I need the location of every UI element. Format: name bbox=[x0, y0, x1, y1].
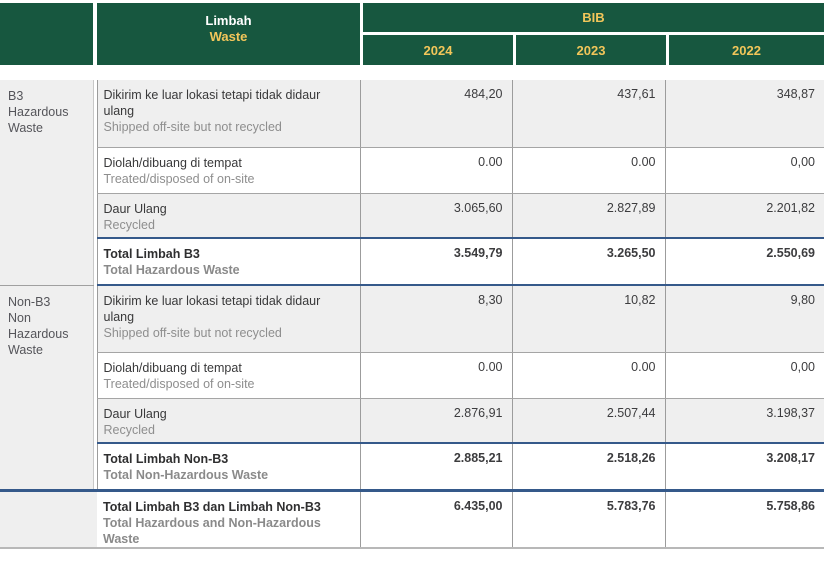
header-year-2022: 2022 bbox=[669, 35, 824, 65]
header-year-2024: 2024 bbox=[363, 35, 513, 65]
value-2023: 0.00 bbox=[511, 147, 665, 194]
value-2024: 0.00 bbox=[359, 147, 512, 194]
value-2022: 2.550,69 bbox=[664, 238, 824, 286]
row-label-cell: Total Limbah B3 dan Limbah Non-B3 Total … bbox=[97, 488, 360, 549]
category-cell-non-b3: Non-B3 Non Hazardous Waste bbox=[0, 285, 94, 490]
value-2023: 5.783,76 bbox=[511, 488, 665, 549]
value-2023: 2.827,89 bbox=[511, 193, 665, 239]
row-label-cell: Diolah/dibuang di tempat Treated/dispose… bbox=[96, 147, 360, 194]
value-2022: 348,87 bbox=[664, 80, 824, 148]
table-header: Limbah Waste BIB 2024 2023 2022 bbox=[0, 3, 824, 65]
value-2024: 3.065,60 bbox=[359, 193, 512, 239]
table-row: Diolah/dibuang di tempat Treated/dispose… bbox=[0, 352, 824, 399]
category-id-label: Non-B3 bbox=[8, 294, 51, 309]
table-row: Non-B3 Non Hazardous Waste Dikirim ke lu… bbox=[0, 285, 824, 490]
value-2023: 0.00 bbox=[511, 352, 665, 399]
value-2022: 0,00 bbox=[664, 352, 824, 399]
row-label-cell: Dikirim ke luar lokasi tetapi tidak dida… bbox=[96, 80, 360, 148]
value-2022: 2.201,82 bbox=[664, 193, 824, 239]
category-en-label: Non Hazardous Waste bbox=[8, 310, 69, 357]
value-2022: 9,80 bbox=[664, 285, 824, 353]
value-2023: 437,61 bbox=[511, 80, 665, 148]
header-year-2023: 2023 bbox=[516, 35, 666, 65]
header-waste-column-cell: Limbah Waste bbox=[97, 3, 360, 65]
header-label-indonesian: Limbah bbox=[205, 13, 252, 28]
row-label-cell: Daur Ulang Recycled bbox=[96, 398, 360, 444]
value-2022: 3.198,37 bbox=[664, 398, 824, 444]
table-row: Diolah/dibuang di tempat Treated/dispose… bbox=[0, 147, 824, 194]
value-2022: 3.208,17 bbox=[664, 443, 824, 491]
value-2023: 10,82 bbox=[511, 285, 665, 353]
header-label-english: Waste bbox=[209, 29, 248, 44]
header-bib-group: BIB 2024 2023 2022 bbox=[363, 3, 824, 65]
category-cell-b3: B3 Hazardous Waste bbox=[0, 80, 94, 286]
row-label-cell: Daur Ulang Recycled bbox=[96, 193, 360, 239]
row-label-cell: Total Limbah Non-B3 Total Non-Hazardous … bbox=[96, 443, 360, 491]
column-spacer bbox=[93, 80, 97, 490]
value-2024: 3.549,79 bbox=[359, 238, 512, 286]
table-row: B3 Hazardous Waste Dikirim ke luar lokas… bbox=[0, 80, 824, 490]
value-2024: 6.435,00 bbox=[359, 488, 512, 549]
row-label-cell: Total Limbah B3 Total Hazardous Waste bbox=[96, 238, 360, 286]
value-2024: 2.885,21 bbox=[359, 443, 512, 491]
value-2023: 2.507,44 bbox=[511, 398, 665, 444]
waste-report-table-page: Limbah Waste BIB 2024 2023 2022 B3 Hazar… bbox=[0, 3, 824, 574]
header-group-label: BIB bbox=[363, 3, 824, 32]
value-2024: 2.876,91 bbox=[359, 398, 512, 444]
category-id-label: B3 bbox=[8, 89, 24, 103]
row-label-cell: Diolah/dibuang di tempat Treated/dispose… bbox=[96, 352, 360, 399]
header-empty-cell bbox=[0, 3, 93, 65]
waste-data-table: B3 Hazardous Waste Dikirim ke luar lokas… bbox=[0, 80, 824, 549]
grand-total-left-cell bbox=[0, 488, 97, 549]
value-2022: 5.758,86 bbox=[664, 488, 824, 549]
table-row: Daur Ulang Recycled 2.876,91 2.507,44 3.… bbox=[0, 398, 824, 444]
header-years-row: 2024 2023 2022 bbox=[363, 35, 824, 65]
total-row-non-b3: Total Limbah Non-B3 Total Non-Hazardous … bbox=[0, 443, 824, 491]
value-2024: 8,30 bbox=[359, 285, 512, 353]
total-row-b3: Total Limbah B3 Total Hazardous Waste 3.… bbox=[0, 238, 824, 286]
row-label-cell: Dikirim ke luar lokasi tetapi tidak dida… bbox=[96, 285, 360, 353]
value-2022: 0,00 bbox=[664, 147, 824, 194]
value-2024: 0.00 bbox=[359, 352, 512, 399]
value-2023: 2.518,26 bbox=[511, 443, 665, 491]
table-row: Daur Ulang Recycled 3.065,60 2.827,89 2.… bbox=[0, 193, 824, 239]
value-2023: 3.265,50 bbox=[511, 238, 665, 286]
value-2024: 484,20 bbox=[359, 80, 512, 148]
grand-total-row: Total Limbah B3 dan Limbah Non-B3 Total … bbox=[0, 488, 824, 549]
category-en-label: Hazardous Waste bbox=[8, 105, 69, 135]
